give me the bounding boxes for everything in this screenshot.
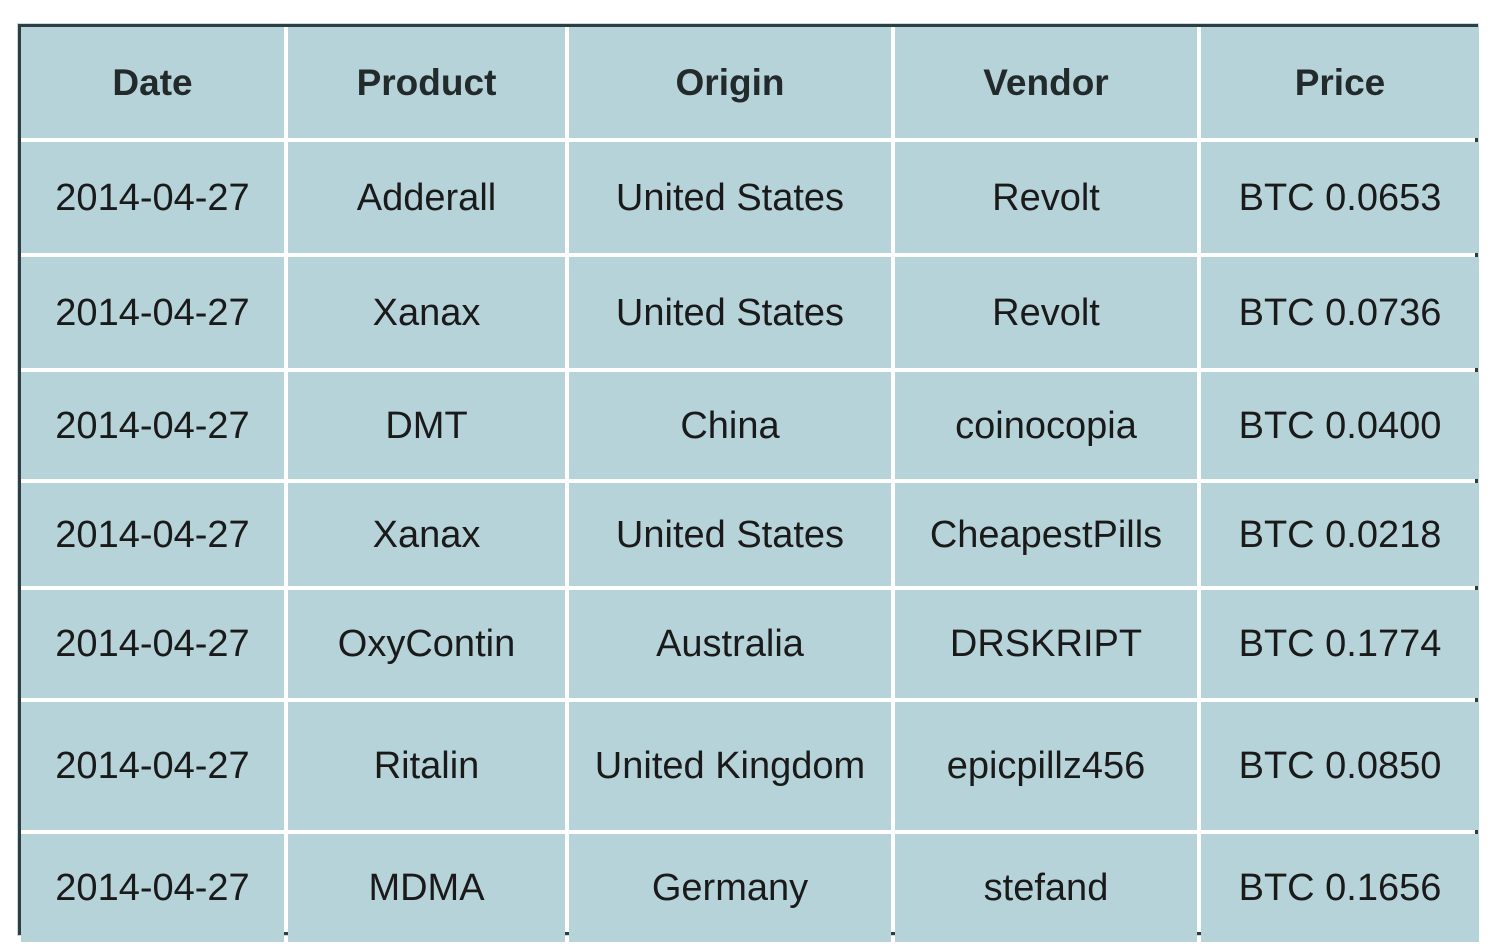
cell-origin: United Kingdom xyxy=(569,702,891,830)
cell-vendor: epicpillz456 xyxy=(895,702,1197,830)
data-table: Date Product Origin Vendor Price 2014-04… xyxy=(21,27,1479,942)
cell-vendor: DRSKRIPT xyxy=(895,590,1197,698)
cell-vendor: Revolt xyxy=(895,142,1197,253)
cell-origin: United States xyxy=(569,142,891,253)
cell-product: MDMA xyxy=(288,834,565,942)
cell-vendor: stefand xyxy=(895,834,1197,942)
cell-origin: China xyxy=(569,372,891,479)
cell-price: BTC 0.0736 xyxy=(1201,257,1479,368)
column-header-vendor: Vendor xyxy=(895,27,1197,138)
cell-date: 2014-04-27 xyxy=(21,257,284,368)
cell-price: BTC 0.0653 xyxy=(1201,142,1479,253)
cell-product: Adderall xyxy=(288,142,565,253)
cell-origin: United States xyxy=(569,483,891,586)
cell-date: 2014-04-27 xyxy=(21,483,284,586)
cell-vendor: coinocopia xyxy=(895,372,1197,479)
cell-product: OxyContin xyxy=(288,590,565,698)
cell-price: BTC 0.1774 xyxy=(1201,590,1479,698)
cell-vendor: CheapestPills xyxy=(895,483,1197,586)
column-header-date: Date xyxy=(21,27,284,138)
cell-date: 2014-04-27 xyxy=(21,702,284,830)
cell-price: BTC 0.0850 xyxy=(1201,702,1479,830)
cell-date: 2014-04-27 xyxy=(21,142,284,253)
cell-date: 2014-04-27 xyxy=(21,372,284,479)
cell-date: 2014-04-27 xyxy=(21,834,284,942)
cell-origin: Australia xyxy=(569,590,891,698)
column-header-price: Price xyxy=(1201,27,1479,138)
column-header-product: Product xyxy=(288,27,565,138)
column-header-origin: Origin xyxy=(569,27,891,138)
data-table-frame: Date Product Origin Vendor Price 2014-04… xyxy=(18,24,1479,942)
cell-product: Ritalin xyxy=(288,702,565,830)
cell-origin: Germany xyxy=(569,834,891,942)
cell-price: BTC 0.0400 xyxy=(1201,372,1479,479)
cell-price: BTC 0.1656 xyxy=(1201,834,1479,942)
cell-date: 2014-04-27 xyxy=(21,590,284,698)
cell-origin: United States xyxy=(569,257,891,368)
cell-price: BTC 0.0218 xyxy=(1201,483,1479,586)
cell-product: Xanax xyxy=(288,483,565,586)
cell-vendor: Revolt xyxy=(895,257,1197,368)
cell-product: DMT xyxy=(288,372,565,479)
cell-product: Xanax xyxy=(288,257,565,368)
